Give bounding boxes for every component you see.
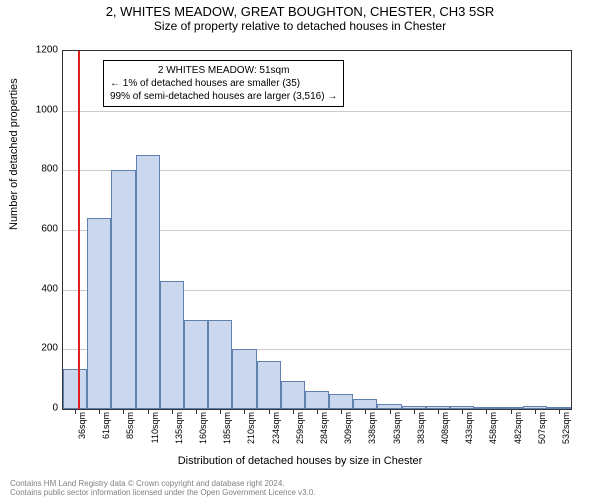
x-tick-label: 85sqm bbox=[125, 412, 135, 452]
y-tick-label: 400 bbox=[18, 283, 58, 294]
x-tick-label: 433sqm bbox=[464, 412, 474, 452]
x-tick-mark bbox=[462, 410, 463, 414]
x-tick-label: 61sqm bbox=[101, 412, 111, 452]
histogram-bar bbox=[232, 349, 256, 409]
histogram-bar bbox=[329, 394, 353, 409]
x-tick-label: 383sqm bbox=[416, 412, 426, 452]
histogram-bar bbox=[281, 381, 305, 409]
annotation-box: 2 WHITES MEADOW: 51sqm← 1% of detached h… bbox=[103, 60, 344, 107]
histogram-bar bbox=[63, 369, 87, 409]
histogram-bar bbox=[474, 407, 498, 409]
x-tick-label: 135sqm bbox=[174, 412, 184, 452]
histogram-bar bbox=[87, 218, 111, 409]
histogram-bar bbox=[353, 399, 377, 409]
footer-line1: Contains HM Land Registry data © Crown c… bbox=[10, 479, 316, 489]
x-tick-label: 363sqm bbox=[392, 412, 402, 452]
x-tick-label: 210sqm bbox=[246, 412, 256, 452]
histogram-bar bbox=[450, 406, 474, 409]
annotation-line: ← 1% of detached houses are smaller (35) bbox=[110, 77, 337, 90]
x-tick-mark bbox=[317, 410, 318, 414]
y-tick-label: 1200 bbox=[18, 45, 58, 56]
y-tick-label: 200 bbox=[18, 343, 58, 354]
x-tick-label: 532sqm bbox=[561, 412, 571, 452]
page-title: 2, WHITES MEADOW, GREAT BOUGHTON, CHESTE… bbox=[0, 0, 600, 19]
x-tick-mark bbox=[390, 410, 391, 414]
x-tick-label: 259sqm bbox=[295, 412, 305, 452]
annotation-line: 2 WHITES MEADOW: 51sqm bbox=[110, 64, 337, 77]
x-tick-label: 110sqm bbox=[150, 412, 160, 452]
x-tick-label: 185sqm bbox=[222, 412, 232, 452]
y-axis-label: Number of detached properties bbox=[8, 78, 20, 230]
histogram-bar bbox=[426, 406, 450, 409]
y-tick-label: 800 bbox=[18, 164, 58, 175]
x-tick-mark bbox=[196, 410, 197, 414]
page-subtitle: Size of property relative to detached ho… bbox=[0, 19, 600, 33]
x-tick-label: 160sqm bbox=[198, 412, 208, 452]
histogram-bar bbox=[208, 320, 232, 410]
y-tick-label: 0 bbox=[18, 403, 58, 414]
x-tick-mark bbox=[414, 410, 415, 414]
x-tick-mark bbox=[511, 410, 512, 414]
histogram-bar bbox=[305, 391, 329, 409]
x-tick-mark bbox=[269, 410, 270, 414]
histogram-bar bbox=[160, 281, 184, 409]
footer-line2: Contains public sector information licen… bbox=[10, 488, 316, 498]
x-tick-label: 309sqm bbox=[343, 412, 353, 452]
x-axis-label: Distribution of detached houses by size … bbox=[0, 455, 600, 467]
y-tick-label: 600 bbox=[18, 224, 58, 235]
x-tick-label: 234sqm bbox=[271, 412, 281, 452]
x-tick-label: 408sqm bbox=[440, 412, 450, 452]
gridline bbox=[63, 111, 571, 112]
annotation-line: 99% of semi-detached houses are larger (… bbox=[110, 90, 337, 103]
histogram-bar bbox=[184, 320, 208, 410]
histogram-bar bbox=[257, 361, 281, 409]
x-tick-mark bbox=[75, 410, 76, 414]
histogram-bar bbox=[111, 170, 135, 409]
histogram-bar bbox=[547, 407, 571, 409]
x-tick-mark bbox=[148, 410, 149, 414]
histogram-bar bbox=[377, 404, 401, 409]
x-tick-mark bbox=[438, 410, 439, 414]
property-marker-line bbox=[78, 51, 80, 409]
x-tick-label: 458sqm bbox=[488, 412, 498, 452]
histogram-bar bbox=[402, 406, 426, 409]
x-tick-mark bbox=[172, 410, 173, 414]
footer-attribution: Contains HM Land Registry data © Crown c… bbox=[10, 479, 316, 498]
x-tick-label: 284sqm bbox=[319, 412, 329, 452]
plot-area: 2 WHITES MEADOW: 51sqm← 1% of detached h… bbox=[62, 50, 572, 410]
y-tick-label: 1000 bbox=[18, 104, 58, 115]
x-tick-label: 338sqm bbox=[367, 412, 377, 452]
histogram-bar bbox=[523, 406, 547, 409]
histogram-bar bbox=[136, 155, 160, 409]
x-tick-mark bbox=[559, 410, 560, 414]
x-tick-label: 36sqm bbox=[77, 412, 87, 452]
x-tick-mark bbox=[293, 410, 294, 414]
histogram-bar bbox=[498, 407, 522, 409]
x-tick-label: 507sqm bbox=[537, 412, 547, 452]
x-tick-mark bbox=[535, 410, 536, 414]
x-tick-label: 482sqm bbox=[513, 412, 523, 452]
